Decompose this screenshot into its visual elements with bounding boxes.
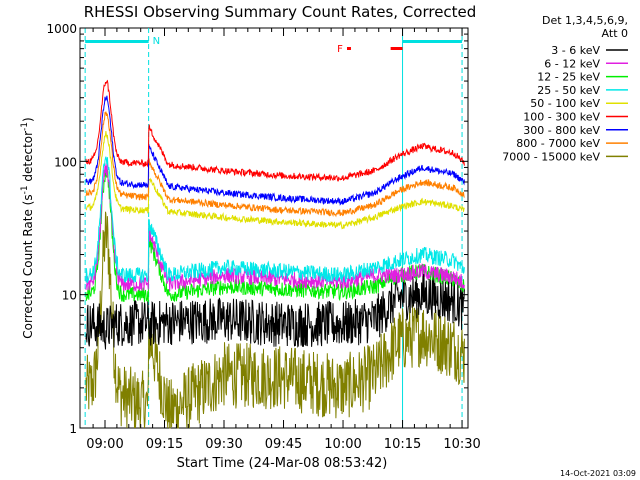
- axes-group: 1 10 100 1000 09:00 09:15 09:30 09:45 10:00 10:15…: [46, 22, 480, 452]
- legend-label: 6 - 12 keV: [544, 57, 600, 70]
- y-axis-label-exponent-1: -1: [20, 185, 30, 194]
- night-bar-2: [402, 40, 463, 43]
- y-axis-label-part-3: ): [21, 117, 35, 122]
- flare-bar-1: [346, 47, 351, 50]
- x-axis-label: Start Time (24-Mar-08 08:53:42): [177, 456, 388, 471]
- y-axis-label-part-1: Corrected Count Rate (s: [21, 194, 35, 338]
- legend-label: 7000 - 15000 keV: [502, 150, 600, 163]
- x-tick-label: 10:15: [384, 437, 421, 452]
- legend-label: 800 - 7000 keV: [516, 137, 600, 150]
- series-line-7000-15000-kev: [85, 211, 465, 429]
- legend-label: 300 - 800 keV: [523, 124, 600, 137]
- legend-header-line-2: Att 0: [602, 27, 628, 40]
- legend-label: 50 - 100 keV: [530, 97, 600, 110]
- chart-title: RHESSI Observing Summary Count Rates, Co…: [84, 3, 477, 21]
- legend-header-line-1: Det 1,3,4,5,6,9,: [542, 14, 628, 27]
- y-axis-label: Corrected Count Rate (s-1 detector-1): [20, 117, 35, 338]
- x-tick-label: 09:30: [205, 437, 242, 452]
- series-group: [85, 79, 465, 429]
- x-tick-label: 09:00: [86, 437, 123, 452]
- legend-label: 3 - 6 keV: [551, 44, 600, 57]
- series-line-25-50-kev: [85, 156, 465, 284]
- flare-bar-2: [390, 47, 403, 50]
- y-axis-label-exponent-2: -1: [20, 122, 30, 131]
- annotation-f: F: [337, 44, 343, 55]
- y-tick-label: 1000: [46, 22, 77, 36]
- annotation-n: N: [153, 36, 160, 47]
- annotation-group: NF: [85, 36, 463, 55]
- legend-label: 100 - 300 keV: [523, 111, 600, 124]
- series-line-3-6-kev: [85, 272, 465, 350]
- footer-date: 14-Oct-2021 03:09: [560, 469, 636, 478]
- x-tick-label: 10:30: [443, 437, 480, 452]
- series-line-100-300-kev: [85, 79, 465, 182]
- legend-label: 12 - 25 keV: [537, 71, 600, 84]
- y-tick-label: 100: [54, 155, 77, 169]
- x-tick-label: 09:15: [146, 437, 183, 452]
- y-tick-label: 1: [69, 422, 77, 436]
- plot-frame: [79, 27, 469, 429]
- y-axis-label-part-2: detector: [21, 131, 35, 186]
- night-bar-1: [85, 40, 149, 43]
- legend-label: 25 - 50 keV: [537, 84, 600, 97]
- series-line-50-100-kev: [85, 131, 465, 230]
- y-tick-label: 10: [62, 289, 77, 303]
- x-tick-label: 09:45: [265, 437, 302, 452]
- x-tick-label: 10:00: [324, 437, 361, 452]
